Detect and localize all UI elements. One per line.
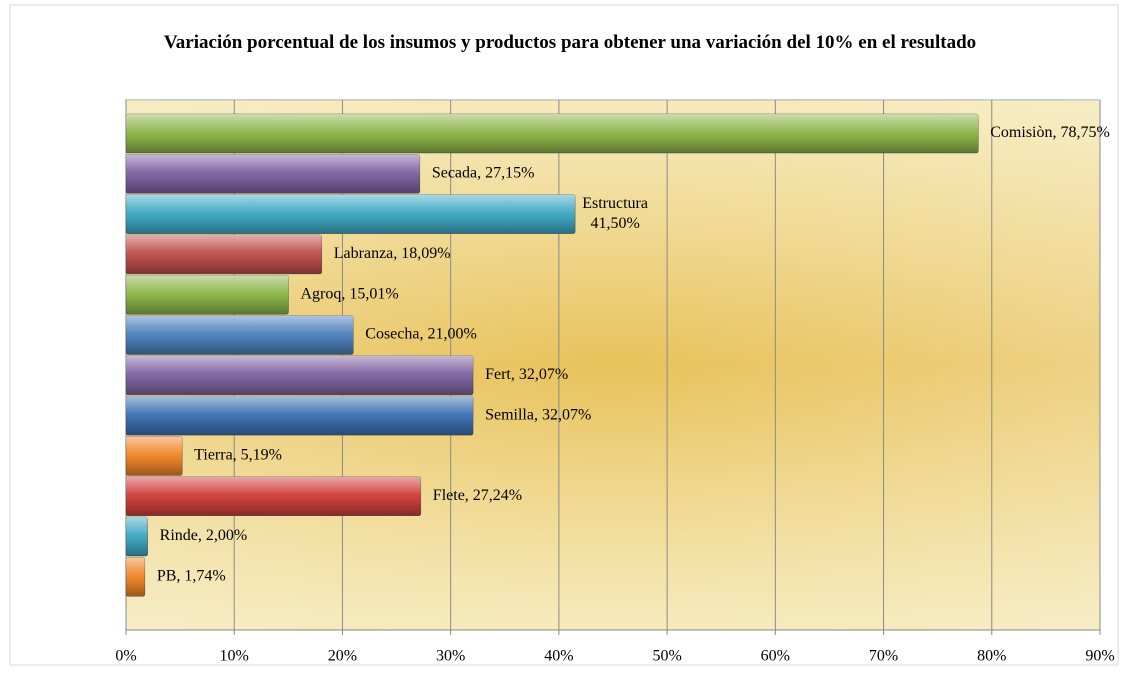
bar-gloss: [126, 275, 289, 315]
x-tick-label: 80%: [977, 648, 1006, 665]
x-tick-label: 40%: [544, 648, 573, 665]
data-label: Secada, 27,15%: [432, 164, 535, 181]
bar-gloss: [126, 517, 148, 556]
x-tick-label: 90%: [1085, 648, 1114, 665]
bar-gloss: [126, 436, 183, 476]
bar-gloss: [126, 114, 979, 153]
x-tick-label: 20%: [328, 648, 357, 665]
bar-gloss: [126, 154, 420, 194]
data-label: Labranza, 18,09%: [334, 245, 451, 262]
data-label: Tierra, 5,19%: [194, 447, 282, 464]
bar-gloss: [126, 557, 145, 597]
data-label: Comisiòn, 78,75%: [990, 124, 1110, 141]
data-label: Estructura 41,50%: [582, 195, 648, 232]
x-tick-label: 30%: [436, 648, 465, 665]
bar-gloss: [126, 396, 474, 436]
data-label: Semilla, 32,07%: [485, 406, 591, 423]
x-tick-label: 70%: [869, 648, 898, 665]
x-tick-label: 10%: [220, 648, 249, 665]
data-label: Flete, 27,24%: [433, 487, 522, 504]
x-tick-label: 50%: [652, 648, 681, 665]
bar-gloss: [126, 234, 322, 274]
chart-title: Variación porcentual de los insumos y pr…: [163, 32, 977, 53]
data-label: PB, 1,74%: [157, 567, 226, 584]
bar-gloss: [126, 194, 576, 234]
data-label: Agroq, 15,01%: [300, 285, 398, 302]
bar-gloss: [126, 315, 354, 355]
bar-gloss: [126, 355, 474, 395]
x-tick-label: 0%: [115, 648, 136, 665]
data-label: Fert, 32,07%: [485, 366, 568, 383]
data-label: Rinde, 2,00%: [160, 527, 248, 544]
bar-gloss: [126, 476, 421, 516]
x-tick-label: 60%: [761, 648, 790, 665]
data-label: Cosecha, 21,00%: [365, 326, 477, 343]
